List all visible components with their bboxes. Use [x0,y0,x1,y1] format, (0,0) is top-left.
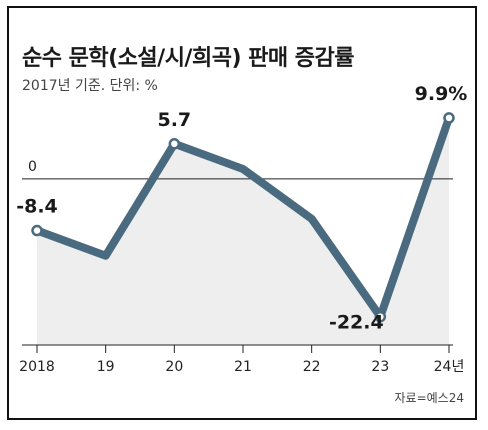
x-tick-label: 22 [303,359,321,375]
data-point-marker [443,112,455,124]
chart-title: 순수 문학(소설/시/희곡) 판매 증감률 [22,46,355,71]
data-label: -8.4 [16,196,58,218]
data-point-marker [168,138,181,150]
x-tick-label: 23 [371,359,389,375]
x-tick-label: 20 [165,359,183,375]
x-tick-label: 24년 [434,359,465,375]
data-label: -22.4 [329,312,384,334]
data-label: 5.7 [157,109,191,131]
x-tick-label: 2018 [19,359,55,375]
zero-reference-label: 0 [28,159,37,175]
area-fill [37,117,449,345]
x-tick-label: 19 [97,359,115,375]
data-point-marker [374,310,387,323]
chart-subtitle: 2017년 기준. 단위: % [22,78,158,94]
source-note: 자료=예스24 [394,391,465,405]
x-tick-label: 21 [234,359,252,375]
data-label: 9.9% [415,83,468,105]
data-point-marker [31,224,43,237]
